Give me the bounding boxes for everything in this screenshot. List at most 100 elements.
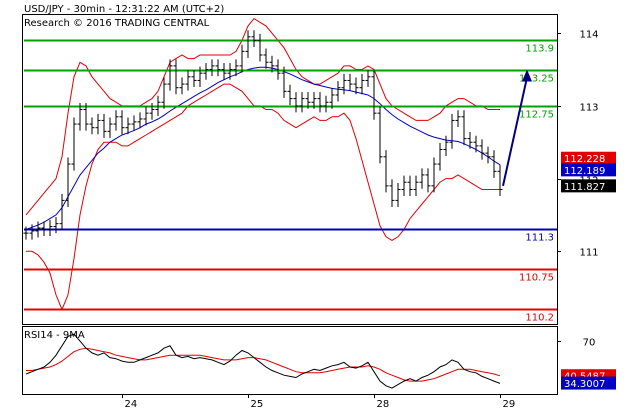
price-bar-59 xyxy=(377,106,383,164)
bollinger-bands xyxy=(25,17,500,311)
moving-average xyxy=(25,66,501,230)
price-bar-36 xyxy=(239,44,245,73)
price-panel-frame xyxy=(22,14,558,325)
rsi-panel-title: RSI14 - 9MA xyxy=(24,330,85,341)
rsi-lines xyxy=(25,333,501,389)
price-bar-28 xyxy=(191,70,197,87)
price-bar-60 xyxy=(383,150,389,193)
price-tag-label-2: 111.827 xyxy=(564,182,605,193)
price-tag-label-0: 112.228 xyxy=(564,154,605,165)
price-bar-56 xyxy=(359,73,365,95)
price-bar-10 xyxy=(83,102,89,131)
price-bar-23 xyxy=(161,77,167,109)
rsi-tag-label-1: 34.3007 xyxy=(564,379,605,390)
price-bar-53 xyxy=(341,73,347,95)
price-bar-42 xyxy=(275,59,281,80)
price-bar-20 xyxy=(143,106,149,126)
price-bar-18 xyxy=(131,115,137,131)
price-tag-box-1 xyxy=(561,163,616,177)
price-bar-57 xyxy=(365,70,371,87)
price-tag-box-2 xyxy=(561,179,616,193)
price-bar-64 xyxy=(407,175,413,197)
price-bar-29 xyxy=(197,66,203,87)
price-bar-34 xyxy=(227,62,233,80)
price-bar-51 xyxy=(329,88,335,109)
price-bar-15 xyxy=(113,110,119,131)
price-bar-24 xyxy=(167,59,173,91)
rsi-y-tick-label-0: 70 xyxy=(583,338,596,349)
bollinger-upper-band xyxy=(25,17,500,216)
price-bar-19 xyxy=(137,112,143,129)
price-bar-79 xyxy=(497,164,503,197)
price-bar-5 xyxy=(53,217,59,234)
price-bar-2 xyxy=(35,221,41,238)
price-bar-9 xyxy=(77,102,83,131)
price-bar-44 xyxy=(287,84,293,106)
x-axis: 24 25 28 29 xyxy=(122,394,516,410)
rsi-line xyxy=(25,333,501,389)
price-bar-47 xyxy=(305,92,311,109)
price-bar-61 xyxy=(389,179,395,207)
price-bar-78 xyxy=(491,150,497,178)
price-bar-4 xyxy=(47,220,53,237)
rsi-tag-box-1 xyxy=(561,376,616,390)
price-y-axis: 111112113114 xyxy=(557,30,599,259)
price-bar-1 xyxy=(29,224,35,240)
price-y-tick-label-2: 113 xyxy=(579,103,598,114)
price-bar-69 xyxy=(437,142,443,171)
price-bar-77 xyxy=(485,146,491,164)
price-bar-37 xyxy=(245,30,251,58)
price-bar-68 xyxy=(431,157,437,193)
x-tick-label-0: 24 xyxy=(125,399,138,410)
rsi-tags: 40.548734.3007 xyxy=(561,369,616,390)
price-bar-39 xyxy=(257,33,263,62)
bollinger-lower-band xyxy=(26,83,500,311)
level-label-2: 112.75 xyxy=(519,110,554,121)
price-bar-72 xyxy=(455,110,461,127)
price-bar-21 xyxy=(149,102,155,120)
x-tick-label-1: 25 xyxy=(251,399,264,410)
price-bar-76 xyxy=(479,139,485,160)
price-bar-45 xyxy=(293,92,299,113)
price-bar-12 xyxy=(95,113,101,135)
price-bar-17 xyxy=(125,117,131,135)
price-bar-26 xyxy=(179,77,185,95)
chart-header-source: Research © 2016 TRADING CENTRAL xyxy=(24,18,210,29)
price-bar-63 xyxy=(401,175,407,197)
level-label-0: 113.9 xyxy=(525,44,554,55)
x-tick-label-3: 29 xyxy=(503,399,516,410)
price-bar-0 xyxy=(23,226,29,240)
price-tag-label-1: 112.189 xyxy=(564,166,605,177)
price-bar-8 xyxy=(71,117,77,171)
support-resistance-levels: 113.9 113.25 112.75 111.3 110.75 110.2 xyxy=(24,39,557,324)
price-bar-33 xyxy=(221,62,227,80)
price-bar-46 xyxy=(299,92,305,113)
price-bar-25 xyxy=(173,59,179,95)
level-label-1: 113.25 xyxy=(519,74,554,85)
price-bar-54 xyxy=(347,73,353,91)
moving-average-line xyxy=(25,66,501,230)
forecast-arrow xyxy=(502,69,532,187)
price-tag-box-0 xyxy=(561,151,616,165)
price-bar-22 xyxy=(155,95,161,117)
price-bar-27 xyxy=(185,70,191,91)
price-bar-58 xyxy=(371,70,377,120)
x-tick-label-2: 28 xyxy=(377,399,390,410)
price-y-tick-label-0: 111 xyxy=(579,248,598,259)
price-bar-43 xyxy=(281,66,287,98)
price-bar-49 xyxy=(317,92,323,113)
price-bar-31 xyxy=(209,59,215,77)
price-bar-55 xyxy=(353,77,359,95)
price-bar-65 xyxy=(413,175,419,197)
price-bar-71 xyxy=(449,113,455,149)
price-bar-30 xyxy=(203,62,209,80)
level-label-3: 111.3 xyxy=(525,233,554,244)
price-bar-70 xyxy=(443,135,449,157)
level-label-4: 110.75 xyxy=(519,273,554,284)
rsi-ma-line xyxy=(26,347,501,382)
price-bar-62 xyxy=(395,182,401,207)
price-bar-66 xyxy=(419,168,425,189)
price-bar-50 xyxy=(323,95,329,113)
